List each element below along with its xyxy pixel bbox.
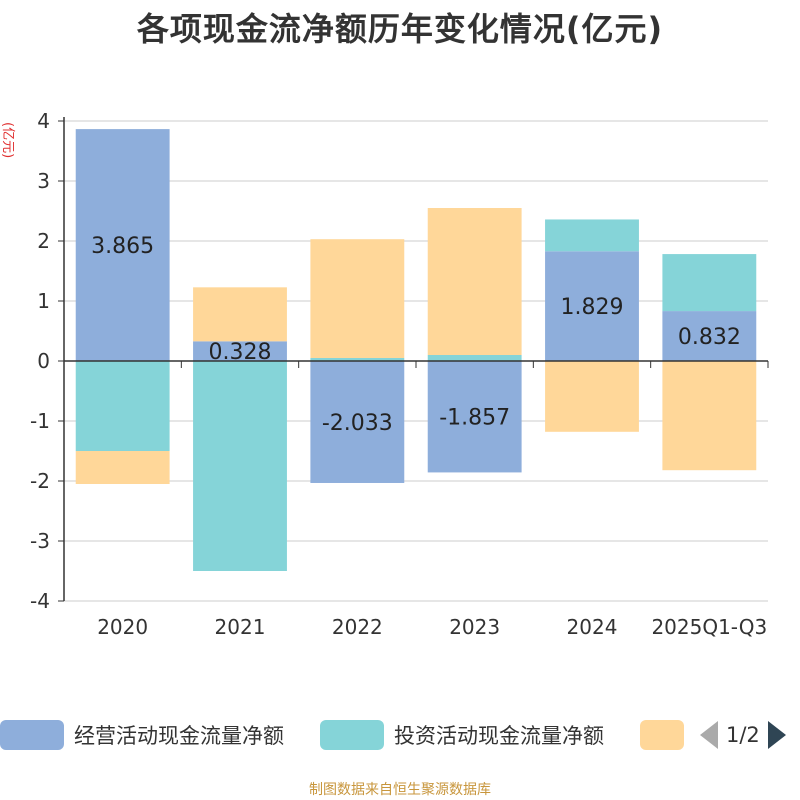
y-tick-label: -3	[30, 529, 50, 553]
legend-next-icon[interactable]	[767, 721, 786, 749]
x-tick-label: 2022	[332, 615, 383, 639]
y-tick-label: 2	[37, 229, 50, 253]
x-tick-label: 2025Q1-Q3	[651, 615, 767, 639]
legend-item-financing[interactable]	[640, 718, 684, 752]
chart-title: 各项现金流净额历年变化情况(亿元)	[136, 10, 664, 48]
x-tick-label: 2020	[97, 615, 148, 639]
bar-operating[interactable]	[75, 129, 170, 361]
bar-financing[interactable]	[427, 208, 522, 355]
axis-layer: 4 3 2 1 0 -1 -2 -3 -4 2020 2021 2022 2023 2024 2025Q1-…	[30, 109, 769, 639]
bar-operating[interactable]	[427, 361, 522, 473]
data-label: 3.865	[91, 234, 154, 259]
legend-prev-icon[interactable]	[700, 721, 718, 749]
legend-page-indicator: 1/2	[726, 723, 760, 747]
grid-layer	[64, 120, 768, 602]
legend-label-operating: 经营活动现金流量净额	[74, 724, 284, 748]
bar-investing[interactable]	[662, 254, 757, 312]
bar-financing[interactable]	[193, 287, 287, 342]
y-tick-label: 0	[37, 349, 50, 373]
data-label: 1.829	[561, 295, 624, 320]
bar-investing[interactable]	[310, 358, 405, 361]
legend-item-investing[interactable]: 投资活动现金流量净额	[320, 718, 604, 752]
y-tick-label: -2	[30, 469, 50, 493]
y-tick-label: -1	[30, 409, 50, 433]
bar-investing[interactable]	[75, 361, 170, 451]
x-tick-label: 2023	[449, 615, 500, 639]
data-label: -2.033	[322, 411, 393, 436]
y-tick-label: 1	[37, 289, 50, 313]
labels-layer: 3.865 0.328 -2.033 -1.857 1.829 0.832	[91, 234, 741, 436]
data-label: -1.857	[439, 406, 510, 431]
legend-item-operating[interactable]: 经营活动现金流量净额	[0, 718, 284, 752]
legend-pager: 1/2	[700, 718, 800, 752]
x-tick-label: 2021	[215, 615, 266, 639]
legend-swatch-financing	[640, 720, 684, 750]
bar-operating[interactable]	[193, 341, 287, 361]
bar-operating[interactable]	[545, 251, 639, 361]
legend-swatch-operating	[0, 720, 64, 750]
bar-investing[interactable]	[427, 355, 522, 361]
bars-layer	[75, 129, 757, 571]
bar-operating[interactable]	[310, 361, 405, 483]
legend-swatch-investing	[320, 720, 384, 750]
data-label: 0.328	[209, 340, 272, 365]
bar-financing[interactable]	[310, 239, 405, 358]
bar-investing[interactable]	[193, 361, 287, 571]
source-note: 制图数据来自恒生聚源数据库	[309, 782, 491, 798]
bar-investing[interactable]	[545, 219, 639, 252]
y-tick-label: 4	[37, 109, 50, 133]
y-tick-label: 3	[37, 169, 50, 193]
bar-financing[interactable]	[545, 361, 639, 432]
y-tick-label: -4	[30, 589, 50, 613]
bar-financing[interactable]	[662, 361, 757, 471]
cash-flow-chart: 4 3 2 1 0 -1 -2 -3 -4 2020 2021 2022 2023 2024 2025Q1-…	[0, 109, 769, 639]
data-label: 0.832	[678, 325, 741, 350]
x-tick-label: 2024	[567, 615, 618, 639]
y-axis-title: (亿元)	[0, 122, 15, 158]
legend-label-investing: 投资活动现金流量净额	[394, 724, 604, 748]
bar-operating[interactable]	[662, 311, 757, 361]
bar-financing[interactable]	[75, 451, 170, 484]
